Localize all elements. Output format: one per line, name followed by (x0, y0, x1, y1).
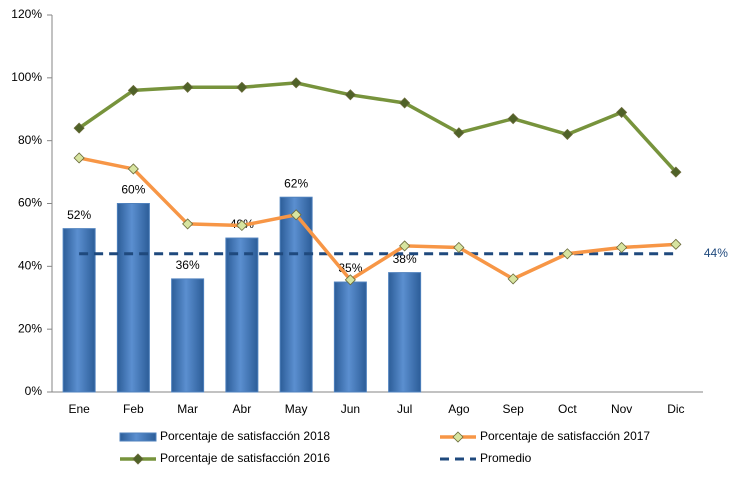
y-tick-label: 80% (18, 133, 42, 147)
marker (453, 241, 465, 254)
legend-label: Porcentaje de satisfacción 2017 (480, 429, 650, 443)
x-tick-label: May (285, 402, 308, 416)
data-label: 52% (67, 208, 91, 222)
legend-item: Porcentaje de satisfacción 2017 (440, 429, 650, 443)
legend-item: Porcentaje de satisfacción 2016 (120, 451, 330, 465)
x-tick-label: Jun (341, 402, 360, 416)
x-tick-label: Ago (448, 402, 470, 416)
x-tick-label: Mar (177, 402, 198, 416)
marker (290, 209, 302, 221)
x-tick-label: Feb (123, 402, 144, 416)
bar (388, 272, 422, 393)
legend-item: Promedio (440, 451, 532, 465)
marker (127, 163, 139, 175)
bar (62, 228, 96, 393)
legend-label: Promedio (480, 451, 532, 465)
x-tick-label: Jul (397, 402, 412, 416)
bar (225, 237, 259, 393)
marker (507, 273, 519, 285)
marker (399, 240, 411, 252)
marker (290, 77, 302, 89)
marker (616, 241, 628, 254)
marker (344, 274, 356, 286)
bar (279, 196, 313, 393)
legend-symbol (119, 432, 157, 442)
line (78, 156, 676, 283)
legend-label: Porcentaje de satisfacción 2018 (160, 429, 330, 443)
marker (182, 81, 194, 93)
data-label: 36% (176, 258, 200, 272)
marker (561, 128, 573, 140)
x-tick-label: Oct (558, 402, 577, 416)
bar (333, 281, 367, 393)
marker (616, 106, 628, 118)
marker (236, 81, 248, 93)
average-label: 44% (704, 246, 728, 260)
x-tick-label: Sep (502, 402, 524, 416)
marker (73, 122, 85, 134)
legend-symbol (452, 431, 464, 443)
data-label: 62% (284, 176, 308, 190)
y-tick-label: 40% (18, 259, 42, 273)
y-tick-label: 20% (18, 321, 42, 335)
x-tick-label: Dic (667, 402, 684, 416)
x-tick-label: Abr (233, 402, 252, 416)
legend-symbol (132, 453, 144, 465)
marker (670, 166, 682, 178)
legend-label: Porcentaje de satisfacción 2016 (160, 451, 330, 465)
marker (127, 84, 139, 96)
marker (507, 113, 519, 125)
data-label: 60% (121, 183, 145, 197)
data-label: 38% (393, 252, 417, 266)
marker (73, 152, 85, 164)
marker (670, 238, 682, 250)
y-tick-label: 0% (25, 384, 43, 398)
marker (399, 97, 411, 109)
marker (236, 219, 248, 232)
y-tick-label: 60% (18, 196, 42, 210)
y-tick-label: 120% (11, 7, 42, 21)
marker (344, 89, 356, 101)
x-tick-label: Ene (68, 402, 90, 416)
x-tick-label: Nov (611, 402, 632, 416)
legend-item: Porcentaje de satisfacción 2018 (119, 429, 330, 443)
line (78, 81, 678, 174)
marker (453, 127, 465, 139)
bar (116, 203, 150, 393)
y-tick-label: 100% (11, 70, 42, 84)
bar (171, 278, 205, 393)
marker (561, 248, 573, 260)
marker (182, 218, 194, 230)
